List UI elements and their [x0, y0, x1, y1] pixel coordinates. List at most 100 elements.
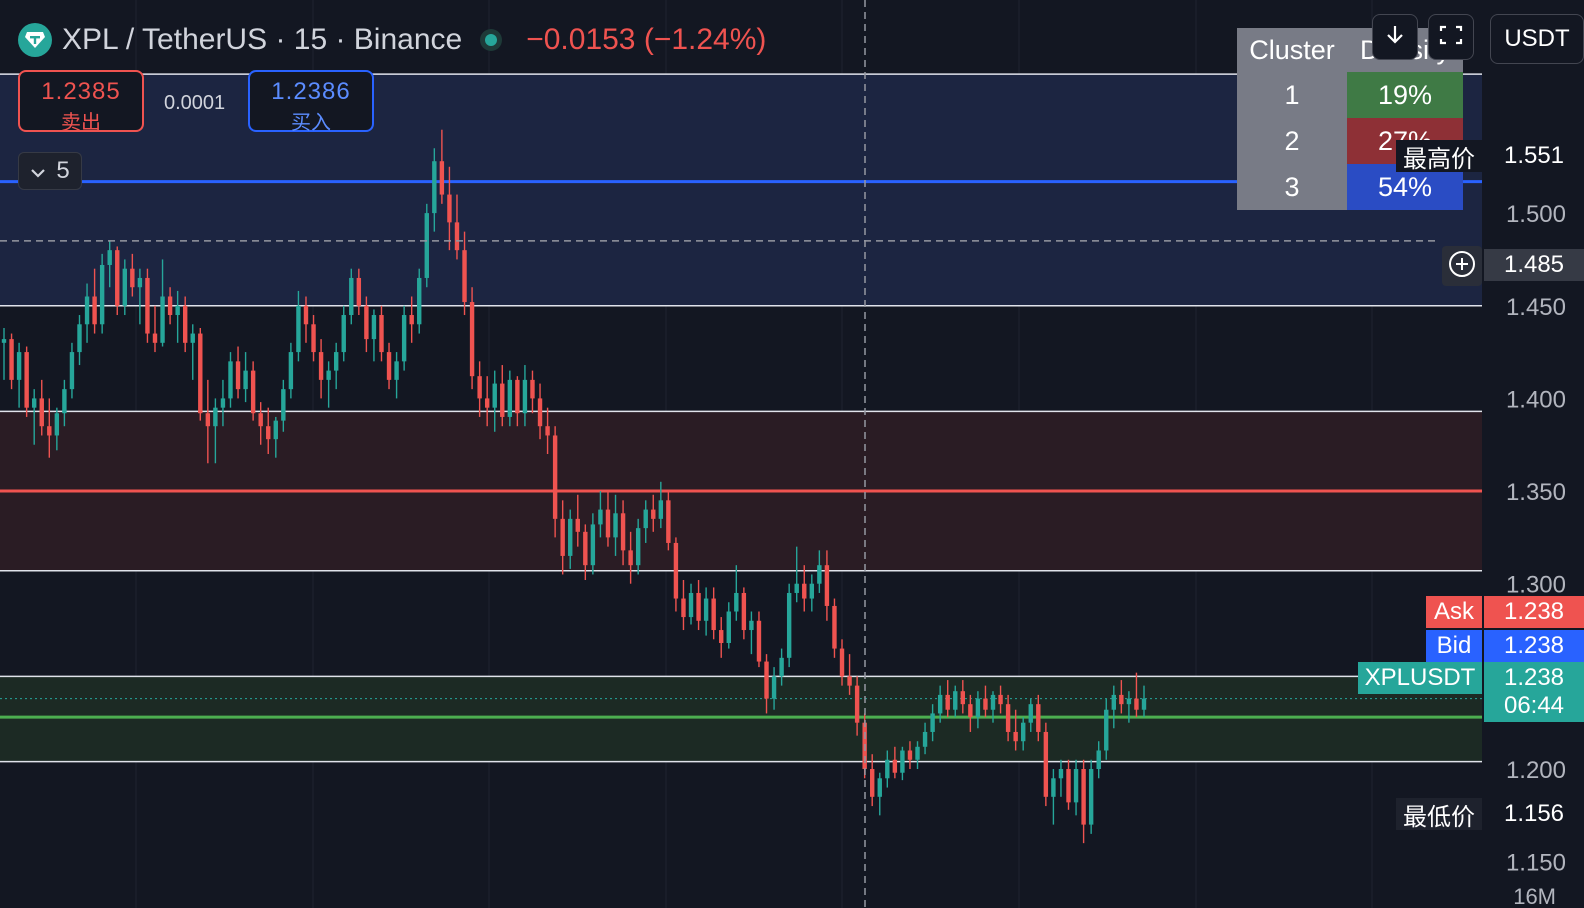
candle	[930, 704, 935, 742]
candle-body	[628, 550, 633, 566]
candle-body	[288, 352, 294, 390]
download-button[interactable]	[1372, 14, 1418, 60]
candle	[681, 580, 686, 631]
candle	[205, 379, 211, 464]
candle-body	[401, 315, 407, 362]
candle	[409, 296, 414, 343]
candle-body	[771, 676, 777, 699]
candle-body	[568, 518, 573, 556]
candle-body	[545, 426, 550, 436]
tether-logo-icon	[18, 23, 52, 57]
add-alert-button[interactable]	[1442, 246, 1482, 286]
low-price-label: 最低价	[1396, 798, 1482, 831]
candle	[658, 481, 664, 529]
candle	[477, 361, 482, 417]
buy-price: 1.2386	[271, 78, 351, 105]
candle	[220, 379, 226, 427]
candle-body	[115, 250, 120, 306]
candle	[915, 741, 920, 770]
candle-body	[945, 694, 950, 710]
candle-body	[190, 333, 195, 343]
candle	[333, 342, 339, 390]
candle	[651, 494, 656, 532]
candle-body	[703, 598, 709, 621]
candle-body	[205, 413, 211, 427]
candle	[809, 574, 815, 612]
bid-label: Bid	[1426, 630, 1482, 662]
candle	[462, 231, 467, 316]
candle-body	[590, 524, 596, 566]
candle	[779, 648, 784, 686]
y-tick-label: 1.400	[1506, 386, 1566, 413]
candle	[749, 611, 754, 655]
candle	[484, 376, 490, 427]
candle	[688, 583, 694, 625]
candle-body	[1043, 731, 1049, 797]
level-lines	[0, 73, 1482, 763]
indicator-toggle[interactable]: 5	[18, 152, 82, 190]
candle-body	[598, 509, 603, 525]
candle-body	[198, 333, 203, 414]
currency-button[interactable]: USDT	[1490, 14, 1584, 64]
candle	[107, 240, 112, 288]
y-tick-label: 1.150	[1506, 850, 1566, 877]
candle-body	[24, 352, 29, 408]
candle-body	[877, 778, 882, 797]
candle-body	[1073, 769, 1079, 803]
candle-body	[1051, 778, 1056, 797]
candle-body	[658, 500, 664, 519]
candle	[703, 587, 709, 636]
candle-body	[870, 769, 875, 797]
candle-body	[530, 379, 535, 399]
candle	[975, 691, 981, 729]
symbol-title[interactable]: XPL / TetherUS · 15 · Binance	[62, 23, 463, 56]
candle	[273, 416, 278, 458]
candlestick-series	[1, 129, 1147, 844]
candle	[326, 361, 331, 408]
candle	[54, 407, 60, 451]
candle-body	[854, 685, 860, 723]
candle-body	[892, 759, 898, 773]
candle-body	[817, 565, 822, 584]
candle	[1088, 759, 1094, 834]
last-price-box: 1.238 06:44	[1484, 662, 1584, 722]
candle-body	[605, 509, 611, 538]
candle	[175, 290, 180, 343]
candle	[500, 365, 505, 427]
candle	[122, 259, 127, 316]
candle-body	[839, 648, 845, 677]
sell-button[interactable]: 1.2385 卖出	[18, 70, 144, 134]
buy-button[interactable]: 1.2386 买入	[248, 70, 374, 134]
zone-band	[0, 74, 1482, 306]
candle-body	[673, 542, 679, 599]
candle	[719, 617, 724, 658]
candle-body	[462, 250, 467, 303]
candle	[1111, 685, 1117, 729]
candle	[1036, 694, 1041, 742]
candle-body	[364, 305, 369, 340]
candle-body	[469, 302, 475, 377]
crosshair	[0, 0, 1440, 908]
candle	[258, 402, 263, 445]
candle	[182, 296, 188, 353]
candle	[62, 379, 67, 427]
candle-body	[16, 352, 22, 380]
candle-body	[1005, 704, 1011, 732]
candle-body	[719, 630, 724, 644]
candle	[371, 309, 377, 362]
candle-body	[764, 661, 769, 699]
candle-body	[333, 352, 339, 371]
candle	[575, 494, 580, 547]
candle-body	[175, 305, 180, 316]
candle	[696, 580, 701, 631]
candle-body	[394, 361, 399, 380]
candle	[673, 537, 679, 612]
candle-body	[515, 379, 520, 414]
candle	[198, 327, 203, 421]
candle-body	[900, 750, 905, 773]
candle	[824, 550, 830, 621]
fullscreen-button[interactable]	[1428, 14, 1474, 60]
candle	[266, 407, 271, 454]
bid-price-value: 1.238	[1484, 630, 1584, 662]
candle-body	[47, 426, 52, 436]
